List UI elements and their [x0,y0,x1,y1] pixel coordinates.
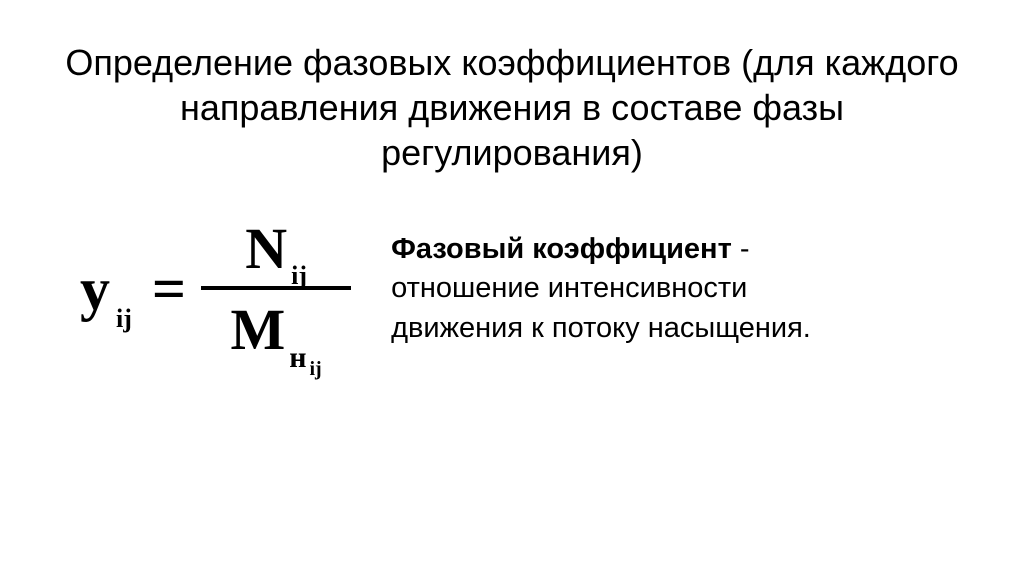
lhs-sub: ij [116,304,132,334]
numerator: N ij [237,215,315,282]
lhs-var: y [80,255,110,324]
fraction: N ij M н ij [201,215,351,363]
num-sub: ij [291,261,307,291]
definition-block: Фазовый коэффициент - отношение интенсив… [391,230,871,347]
fraction-bar [201,286,351,290]
equals-sign: = [152,255,186,324]
num-var: N [245,215,287,282]
denominator: M н ij [222,296,329,363]
formula-lhs: y ij [80,255,132,324]
den-sub1: н [289,341,306,375]
content-row: y ij = N ij M н ij Фазовый коэффициент -… [60,215,964,363]
page-title: Определение фазовых коэффициентов (для к… [60,40,964,175]
definition-text: отношение интенсивности движения к поток… [391,272,811,343]
den-var: M [230,296,285,363]
formula: y ij = N ij M н ij [80,215,351,363]
den-sub2: ij [310,358,322,381]
definition-term: Фазовый коэффициент [391,233,732,265]
definition-dash: - [732,233,750,265]
den-sub: н ij [289,341,322,375]
